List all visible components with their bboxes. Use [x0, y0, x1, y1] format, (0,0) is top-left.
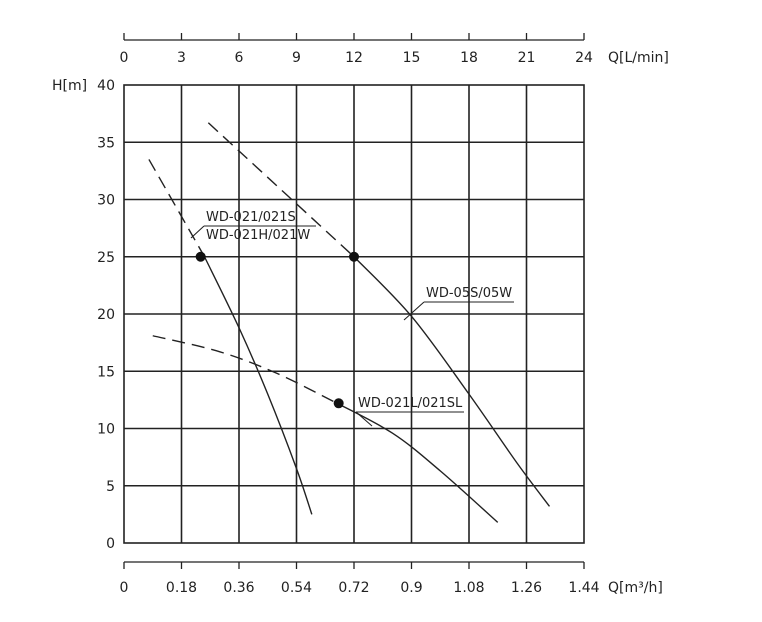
top-x-axis-title: Q[L/min] — [608, 50, 669, 66]
bottom-x-tick-label: 0.72 — [338, 580, 369, 596]
top-x-tick-label: 24 — [575, 50, 593, 66]
label-leader — [403, 301, 425, 321]
y-tick-label: 40 — [97, 78, 115, 94]
bottom-x-tick-label: 0.9 — [400, 580, 422, 596]
y-axis-title: H[m] — [52, 78, 87, 94]
y-tick-label: 5 — [106, 479, 115, 495]
top-x-tick-label: 12 — [345, 50, 363, 66]
y-tick-label: 10 — [97, 422, 115, 438]
curve-wd-021l-021sl-dashed — [152, 335, 336, 403]
curve-wd-021l-021sl-solid — [334, 401, 499, 523]
bottom-x-tick-label: 0.18 — [166, 580, 197, 596]
curve-label-wd-021-021s: WD-021/021S — [206, 210, 296, 225]
curve-wd-021-021s-solid — [203, 256, 313, 515]
curve-wd-021-021s-dashed — [148, 159, 206, 258]
y-tick-label: 25 — [97, 250, 115, 266]
top-x-tick-label: 15 — [403, 50, 421, 66]
grid — [123, 84, 585, 544]
bottom-x-tick-label: 0.36 — [223, 580, 254, 596]
y-tick-label: 30 — [97, 193, 115, 209]
curve-wd-05s-05w-dashed — [207, 122, 355, 258]
curve-labels: WD-021/021S WD-021H/021W WD-05S/05W WD-021L… — [190, 210, 514, 427]
bottom-x-tick-label: 1.08 — [453, 580, 484, 596]
y-tick-label: 35 — [97, 135, 115, 151]
y-tick-label: 0 — [106, 536, 115, 552]
top-x-tick-label: 3 — [177, 50, 186, 66]
label-leader — [355, 411, 373, 427]
bottom-x-tick-label: 1.44 — [568, 580, 599, 596]
axes: 0 5 10 15 20 25 30 35 40 0 3 6 9 12 15 18 21 24 0 0.18 0.36 0… — [97, 33, 600, 596]
top-x-tick-label: 21 — [518, 50, 536, 66]
curve-label-wd-05s-05w: WD-05S/05W — [426, 286, 512, 301]
bottom-x-tick-label: 0.54 — [281, 580, 312, 596]
curve-label-wd-021l-021sl: WD-021L/021SL — [358, 396, 463, 411]
curve-label-wd-021h-021w: WD-021H/021W — [206, 228, 310, 243]
top-x-tick-label: 18 — [460, 50, 478, 66]
bottom-x-tick-label: 0 — [120, 580, 129, 596]
curve-wd-05s-05w-solid — [353, 256, 551, 507]
top-x-tick-label: 0 — [120, 50, 129, 66]
bottom-x-tick-label: 1.26 — [511, 580, 542, 596]
curve-wd-021l-021sl-operating-point — [333, 398, 344, 409]
y-tick-label: 15 — [97, 364, 115, 380]
curves — [148, 122, 551, 523]
bottom-x-axis-title: Q[m³/h] — [608, 580, 663, 596]
curve-wd-021-021s-operating-point — [195, 251, 206, 262]
y-tick-label: 20 — [97, 307, 115, 323]
label-leader — [190, 225, 205, 239]
top-x-tick-label: 6 — [235, 50, 244, 66]
top-x-tick-label: 9 — [292, 50, 301, 66]
curve-wd-05s-05w-operating-point — [349, 251, 359, 262]
